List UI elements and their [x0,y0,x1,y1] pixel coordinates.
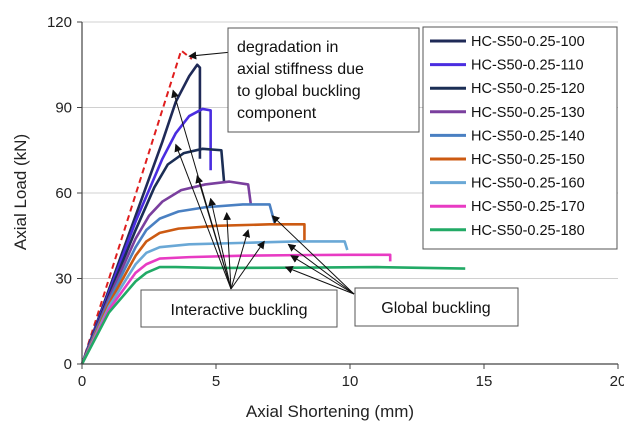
annotations: degradation in axial stiffness due to glob… [140,27,519,328]
global-buckling-label: Global buckling [381,300,490,317]
series-line-0 [80,63,202,365]
x-tick-label-3: 15 [476,373,493,390]
degradation-box [227,27,420,133]
legend-label-1: HC-S50-0.25-110 [471,58,584,74]
global-arrow-2 [290,255,355,295]
degradation-arrow [188,51,233,60]
legend-label-5: HC-S50-0.25-150 [471,152,585,168]
interactive-arrow-1 [174,143,232,290]
degradation-text-line-1: axial stiffness due [237,61,364,78]
y-tick-label-0: 0 [64,356,72,373]
legend-label-8: HC-S50-0.25-180 [471,223,585,239]
legend-label-4: HC-S50-0.25-140 [471,128,585,144]
interactive-arrow-5 [230,229,251,290]
series-line-7 [80,253,392,365]
degradation-text-line-0: degradation in [237,39,338,56]
legend: HC-S50-0.25-100 HC-S50-0.25-110 HC-S50-0.2… [422,26,618,250]
x-tick-label-2: 10 [342,373,359,390]
interactive-arrow-6 [230,240,265,290]
legend-label-0: HC-S50-0.25-100 [471,34,585,50]
global-arrow-0 [271,215,355,295]
axes [77,21,619,369]
global-arrow-3 [284,265,355,295]
x-tick-label-4: 20 [610,373,624,390]
global-buckling-box [354,287,519,327]
x-tick-label-0: 0 [78,373,86,390]
interactive-arrow-3 [208,197,232,290]
degradation-text-line-2: to global buckling [237,83,361,100]
annotation-arrows [171,51,355,295]
series-line-3 [80,180,253,365]
legend-label-7: HC-S50-0.25-170 [471,199,585,215]
degradation-text-line-3: component [237,105,317,122]
y-tick-label-2: 60 [55,185,72,202]
x-tick-label-1: 5 [212,373,220,390]
interactive-buckling-box [140,289,338,328]
legend-label-6: HC-S50-0.25-160 [471,176,585,192]
y-tick-label-1: 30 [55,271,72,288]
y-tick-label-4: 120 [47,14,72,31]
series-line-2 [80,147,226,365]
interactive-arrow-2 [195,174,232,290]
interactive-arrow-4 [223,211,232,290]
series-line-6 [80,240,349,365]
series-line-1 [80,107,212,365]
series-line-8 [80,265,466,365]
tick-labels: 0 5 10 15 20 0 30 60 90 120 [47,14,624,390]
legend-label-3: HC-S50-0.25-130 [471,105,585,121]
series-group [80,63,466,365]
legend-label-2: HC-S50-0.25-120 [471,81,585,97]
interactive-buckling-label: Interactive buckling [171,302,308,319]
series-line-4 [80,203,277,365]
x-axis-title: Axial Shortening (mm) [246,402,414,421]
y-tick-label-3: 90 [55,100,72,117]
series-line-5 [80,223,306,365]
y-axis-title: Axial Load (kN) [11,134,30,250]
global-arrow-1 [287,243,355,295]
